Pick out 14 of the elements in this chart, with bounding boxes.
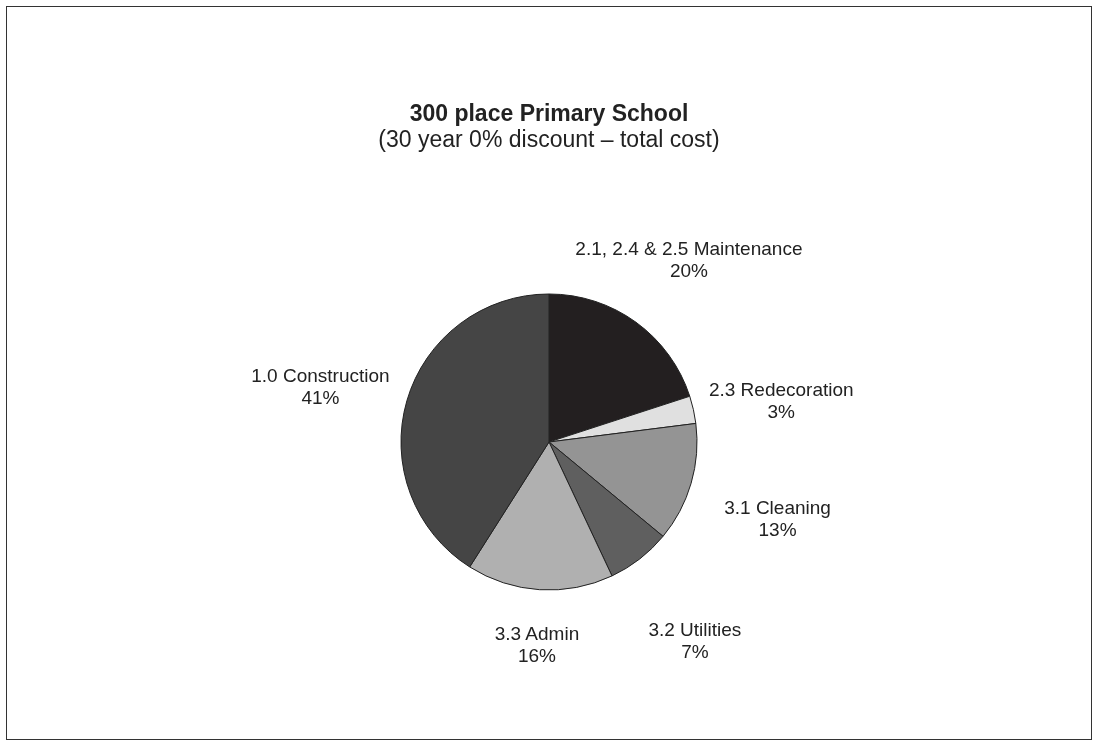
slice-label: 3.2 Utilities (648, 619, 742, 641)
slice-label: 3.3 Admin (494, 622, 580, 644)
chart-title: 300 place Primary School (409, 100, 689, 126)
data-label: 13% (758, 519, 797, 541)
data-label: 20% (669, 260, 709, 282)
slice-label: 1.0 Construction (251, 364, 390, 386)
slice-label: 2.1, 2.4 & 2.5 Maintenance (575, 238, 803, 260)
data-label: 16% (517, 644, 557, 666)
chart-subtitle: (30 year 0% discount – total cost) (378, 126, 720, 152)
slice-label: 3.1 Cleaning (724, 497, 831, 519)
data-label: 3% (767, 401, 796, 423)
data-label: 7% (681, 641, 709, 663)
data-label: 41% (301, 386, 340, 408)
slice-label: 2.3 Redecoration (708, 379, 854, 401)
